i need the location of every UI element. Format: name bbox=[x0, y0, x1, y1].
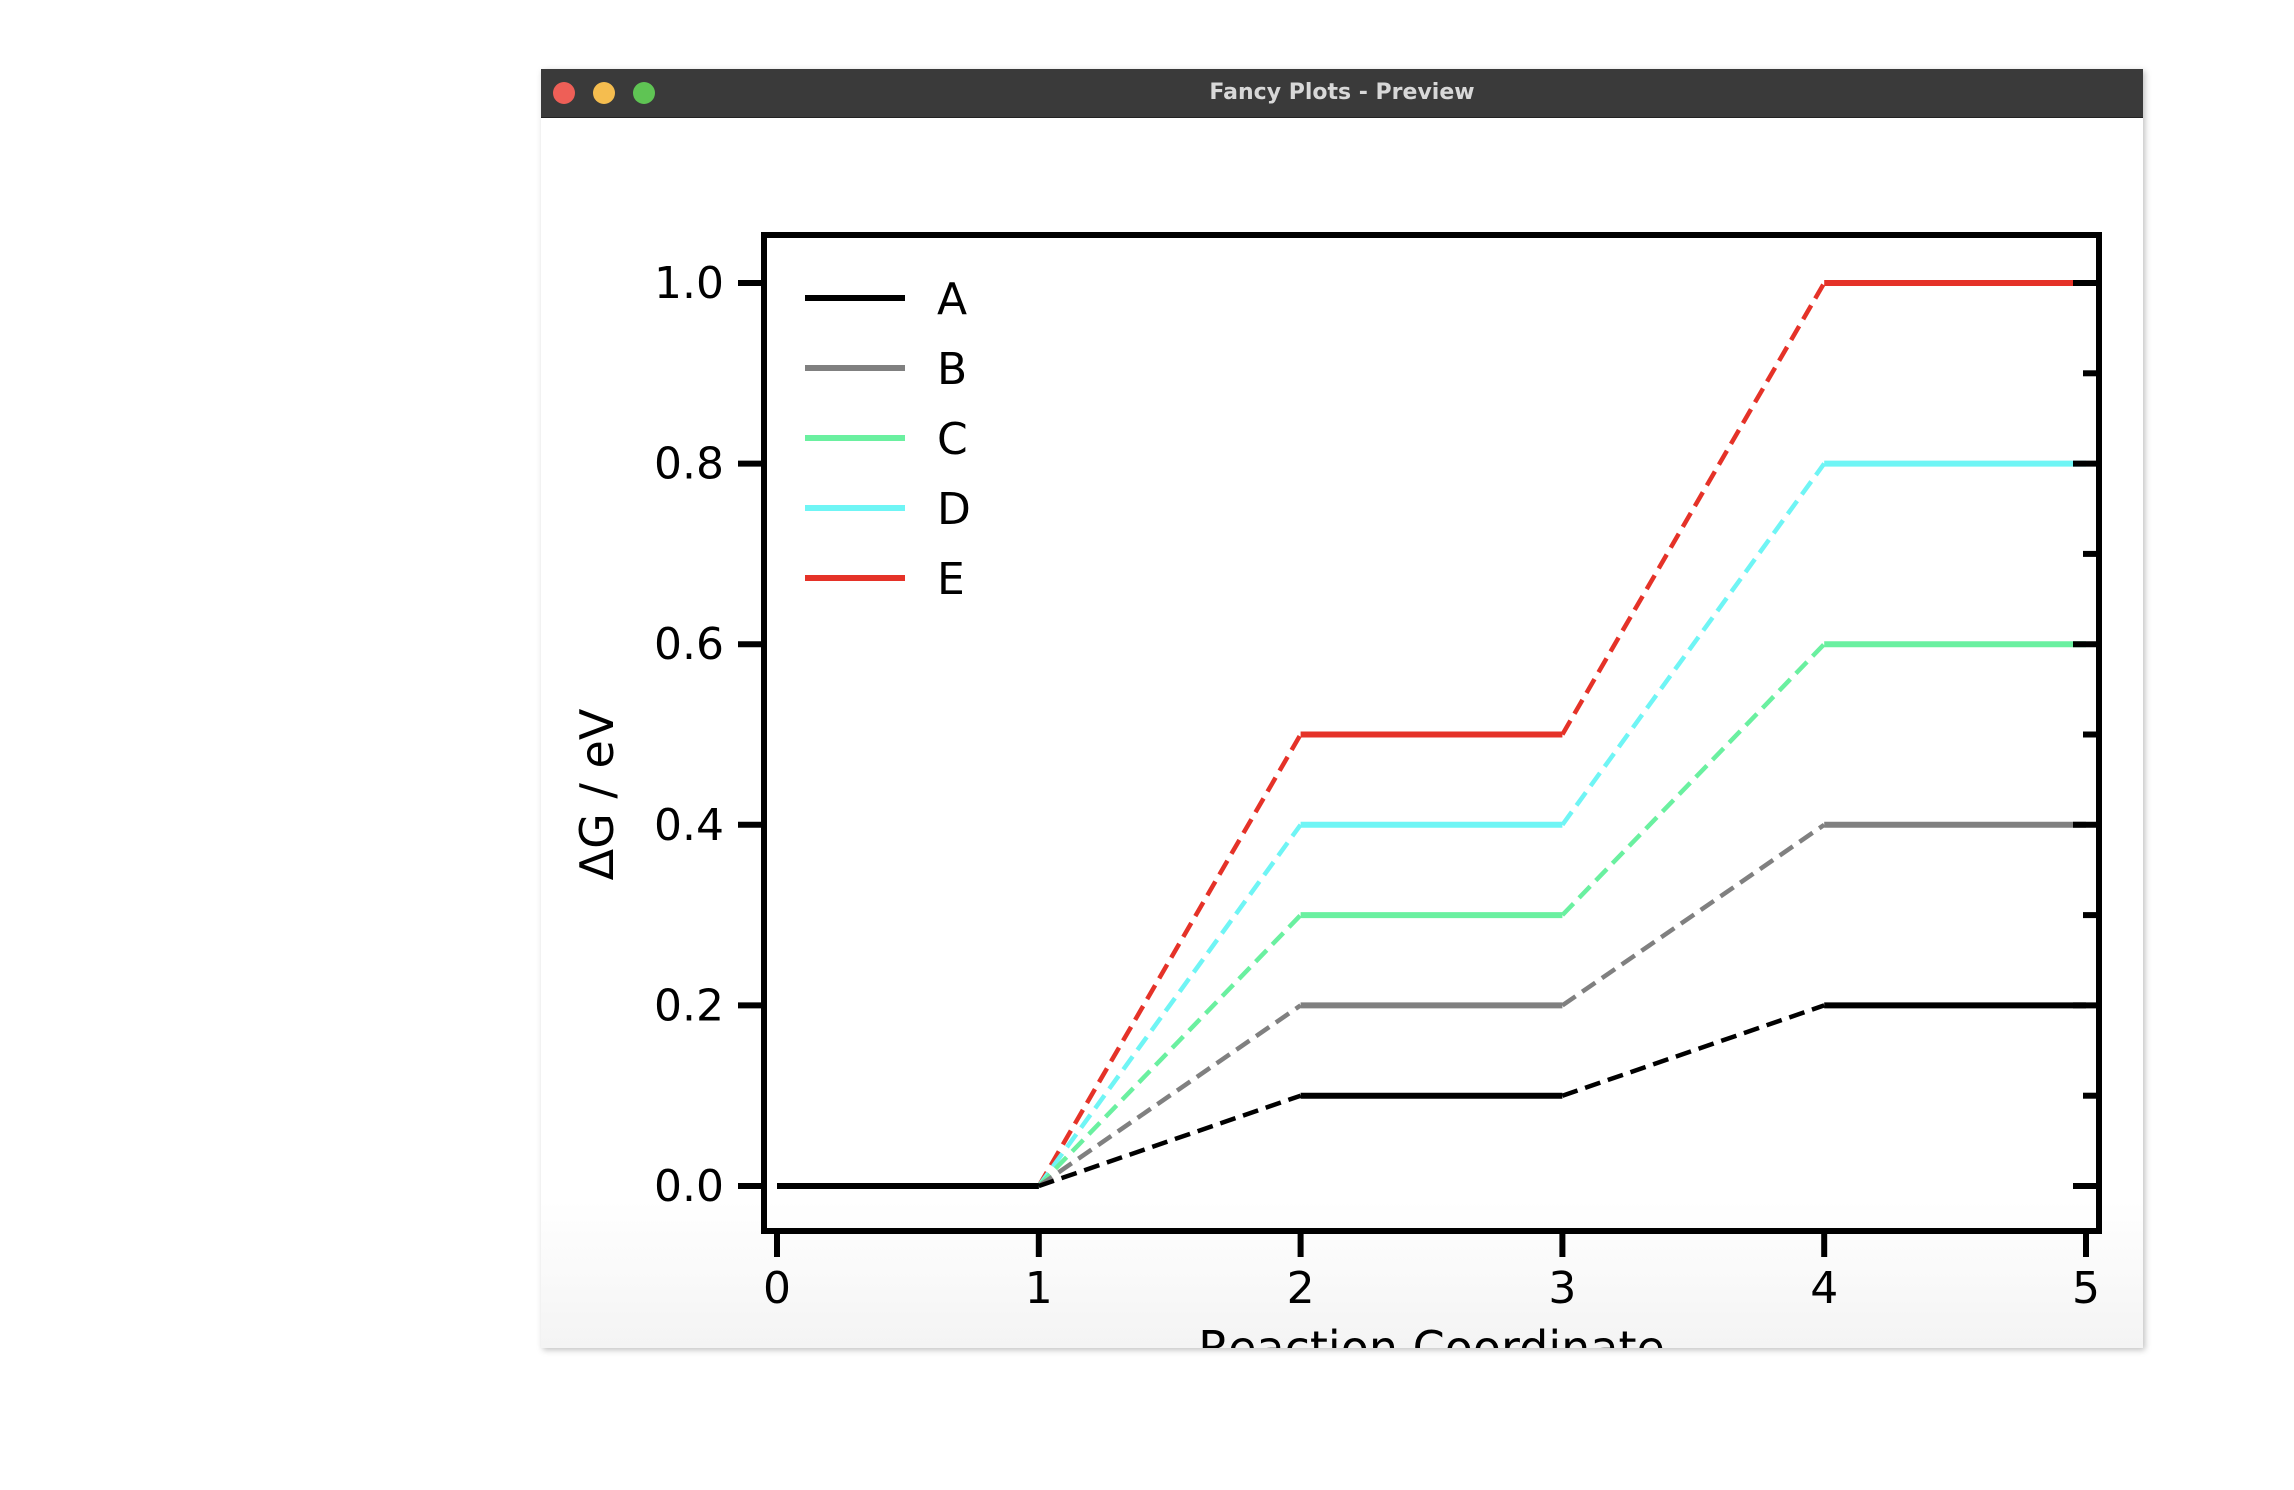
series-e-transition-2 bbox=[1560, 281, 1827, 736]
series-a-transition-1 bbox=[1038, 1093, 1302, 1189]
close-button[interactable] bbox=[553, 82, 575, 104]
y-tick-label: 0.6 bbox=[654, 619, 724, 670]
x-tick-label: 2 bbox=[1287, 1263, 1315, 1314]
series-a-transition-2 bbox=[1561, 1003, 1825, 1098]
series-e-transition-1 bbox=[1036, 733, 1303, 1188]
free-energy-chart: 0 1 2 3 4 5 0.0 0.2 0.4 0.6 0.8 1.0 Reaction Coordin… bbox=[570, 232, 2102, 1375]
legend-label-c: C bbox=[937, 414, 968, 465]
series-b-transition-2 bbox=[1561, 822, 1826, 1008]
minimize-button[interactable] bbox=[593, 82, 615, 104]
window-title: Fancy Plots - Preview bbox=[1209, 80, 1475, 105]
y-tick-label: 1.0 bbox=[654, 258, 724, 309]
y-tick-label: 0.4 bbox=[654, 800, 724, 851]
legend-label-d: D bbox=[937, 484, 971, 535]
series-c-transition-1 bbox=[1037, 913, 1303, 1188]
series-c-transition-2 bbox=[1560, 642, 1826, 917]
legend-label-a: A bbox=[937, 274, 967, 325]
title-bar[interactable]: Fancy Plots - Preview bbox=[541, 69, 2143, 118]
plot-area: 0 1 2 3 4 5 0.0 0.2 0.4 0.6 0.8 1.0 Reaction Coordin… bbox=[541, 118, 2143, 1375]
x-tick-label: 3 bbox=[1548, 1263, 1576, 1314]
series-d-transition-1 bbox=[1036, 823, 1303, 1188]
y-tick-label: 0.2 bbox=[654, 980, 724, 1031]
series-b-transition-1 bbox=[1037, 1003, 1302, 1188]
x-tick-label: 0 bbox=[763, 1263, 791, 1314]
x-axis-label: Reaction Coordinate bbox=[1198, 1321, 1665, 1348]
y-axis-label: ΔG / eV bbox=[570, 708, 624, 880]
y-tick-label: 0.0 bbox=[654, 1161, 724, 1212]
x-tick-label: 5 bbox=[2072, 1263, 2100, 1314]
x-tick-label: 1 bbox=[1025, 1263, 1053, 1314]
preview-window: Fancy Plots - Preview 0 1 2 3 4 5 0.0 0.2 0.4 0.6… bbox=[541, 69, 2143, 1375]
maximize-button[interactable] bbox=[633, 82, 655, 104]
series-d-transition-2 bbox=[1560, 462, 1827, 827]
legend-label-b: B bbox=[937, 344, 967, 395]
legend-label-e: E bbox=[937, 554, 965, 605]
y-tick-label: 0.8 bbox=[654, 439, 724, 490]
x-tick-label: 4 bbox=[1810, 1263, 1838, 1314]
